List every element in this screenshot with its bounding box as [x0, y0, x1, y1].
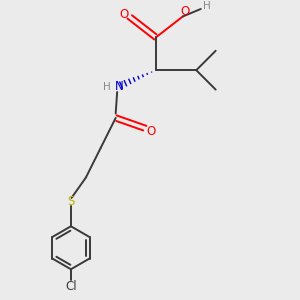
Text: H: H — [203, 1, 211, 11]
Text: Cl: Cl — [65, 280, 77, 293]
Text: O: O — [119, 8, 128, 22]
Text: H: H — [103, 82, 111, 92]
Text: S: S — [67, 195, 75, 208]
Text: O: O — [147, 125, 156, 138]
Text: O: O — [181, 4, 190, 18]
Text: N: N — [115, 80, 124, 93]
